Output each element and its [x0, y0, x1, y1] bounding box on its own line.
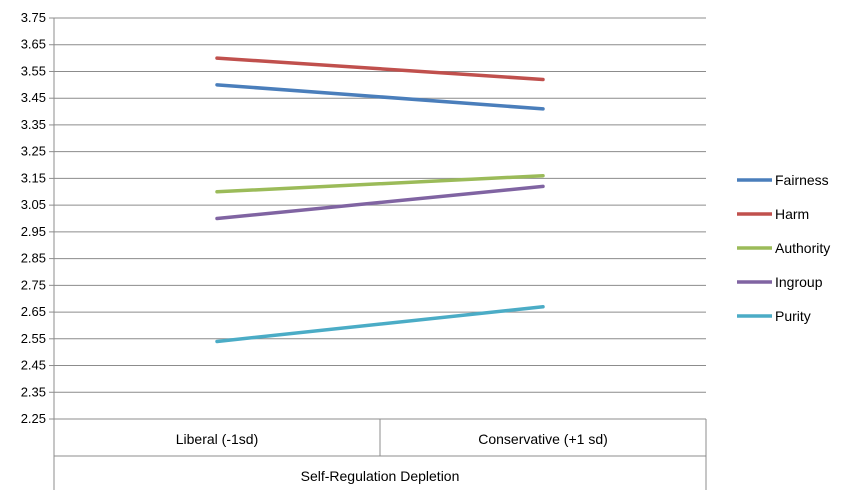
legend-label-ingroup: Ingroup: [775, 274, 823, 290]
series-line-fairness: [215, 83, 545, 111]
y-tick-label: 2.35: [21, 384, 46, 399]
y-tick-label: 3.75: [21, 10, 46, 25]
y-tick-label: 2.25: [21, 411, 46, 426]
y-tick-label: 3.15: [21, 170, 46, 185]
y-tick-label: 3.35: [21, 117, 46, 132]
y-tick-label: 2.95: [21, 224, 46, 239]
x-axis: Liberal (-1sd) Conservative (+1 sd) Self…: [54, 419, 707, 490]
series-line-harm: [215, 56, 545, 82]
series-lines: [215, 56, 545, 344]
y-tick-label: 3.45: [21, 90, 46, 105]
y-tick-label: 2.65: [21, 304, 46, 319]
y-tick-label: 3.65: [21, 37, 46, 52]
x-axis-title: Self-Regulation Depletion: [301, 468, 460, 484]
y-tick-label: 2.45: [21, 358, 46, 373]
x-tick-label-conservative: Conservative (+1 sd): [478, 431, 608, 447]
y-tick-label: 3.05: [21, 197, 46, 212]
legend-label-fairness: Fairness: [775, 172, 829, 188]
legend-label-purity: Purity: [775, 308, 811, 324]
x-tick-label-liberal: Liberal (-1sd): [176, 431, 258, 447]
y-tick-label: 2.75: [21, 277, 46, 292]
legend-label-harm: Harm: [775, 206, 809, 222]
gridlines: [54, 17, 706, 420]
series-line-purity: [215, 304, 545, 344]
y-tick-label: 2.85: [21, 251, 46, 266]
y-tick-label: 2.55: [21, 331, 46, 346]
legend: Fairness Harm Authority Ingroup Purity: [737, 172, 830, 324]
y-tick-label: 3.25: [21, 144, 46, 159]
legend-label-authority: Authority: [775, 240, 830, 256]
series-line-authority: [215, 173, 545, 194]
y-tick-label: 3.55: [21, 63, 46, 78]
y-axis: 3.75 3.65 3.55 3.45 3.35 3.25 3.15 3.05 2.95 2.85…: [21, 10, 55, 490]
series-line-ingroup: [215, 184, 545, 221]
